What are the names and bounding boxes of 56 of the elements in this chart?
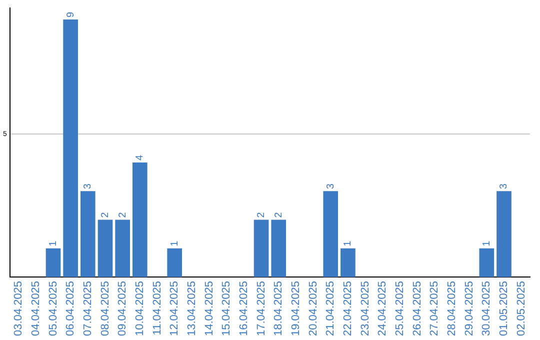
bar xyxy=(63,19,78,277)
x-tick-label: 22.04.2025 xyxy=(342,280,354,336)
data-label: 2 xyxy=(100,212,111,218)
bar xyxy=(323,191,338,277)
x-tick-label: 11.04.2025 xyxy=(151,280,164,336)
x-tick-label: 25.04.2025 xyxy=(394,280,406,336)
data-label: 4 xyxy=(134,154,146,160)
x-tick-label: 06.04.2025 xyxy=(64,280,77,336)
data-label: 3 xyxy=(498,183,510,190)
data-label: 3 xyxy=(325,183,336,190)
x-tick-label: 10.04.2025 xyxy=(134,280,146,336)
bar xyxy=(271,220,286,277)
x-tick-label: 29.04.2025 xyxy=(463,280,476,336)
x-tick-label: 01.05.2025 xyxy=(498,280,510,336)
data-label: 2 xyxy=(256,212,268,218)
bar xyxy=(98,220,113,277)
x-tick-label: 14.04.2025 xyxy=(203,280,216,336)
x-tick-label: 28.04.2025 xyxy=(446,280,458,336)
x-tick-label: 16.04.2025 xyxy=(238,280,250,336)
bar xyxy=(46,248,61,277)
x-tick-label: 30.04.2025 xyxy=(480,280,493,336)
data-label: 9 xyxy=(65,11,76,18)
x-tick-label: 12.04.2025 xyxy=(168,280,181,336)
bar xyxy=(496,191,512,277)
x-tick-label: 15.04.2025 xyxy=(220,280,233,336)
x-tick-label: 27.04.2025 xyxy=(428,280,441,336)
x-tick-label: 05.04.2025 xyxy=(47,280,60,336)
x-tick-label: 19.04.2025 xyxy=(290,280,302,336)
x-tick-label: 18.04.2025 xyxy=(272,280,285,336)
bar xyxy=(167,248,182,277)
x-tick-label: 03.04.2025 xyxy=(12,280,25,336)
x-tick-label: 21.04.2025 xyxy=(324,280,337,336)
x-tick-label: 24.04.2025 xyxy=(376,280,389,336)
data-label: 1 xyxy=(48,240,59,246)
bar xyxy=(340,248,356,277)
x-tick-label: 09.04.2025 xyxy=(116,280,129,336)
x-tick-label: 13.04.2025 xyxy=(186,280,198,336)
x-tick-label: 17.04.2025 xyxy=(255,280,268,336)
x-tick-label: 04.04.2025 xyxy=(30,280,42,336)
bar xyxy=(115,220,130,277)
bar xyxy=(479,248,494,277)
x-tick-label: 07.04.2025 xyxy=(82,280,94,336)
data-label: 1 xyxy=(481,240,492,246)
data-label: 2 xyxy=(273,212,284,218)
bar xyxy=(132,162,148,277)
data-label: 3 xyxy=(82,183,94,190)
bar xyxy=(80,191,96,277)
x-tick-label: 23.04.2025 xyxy=(359,280,372,336)
x-tick-label: 08.04.2025 xyxy=(99,280,112,336)
bar xyxy=(254,220,269,277)
x-tick-label: 02.05.2025 xyxy=(515,280,528,336)
x-tick-label: 20.04.2025 xyxy=(307,280,320,336)
data-label: 2 xyxy=(117,212,128,218)
x-tick-label: 26.04.2025 xyxy=(411,280,424,336)
data-label: 1 xyxy=(342,240,354,246)
data-label: 1 xyxy=(169,240,180,246)
